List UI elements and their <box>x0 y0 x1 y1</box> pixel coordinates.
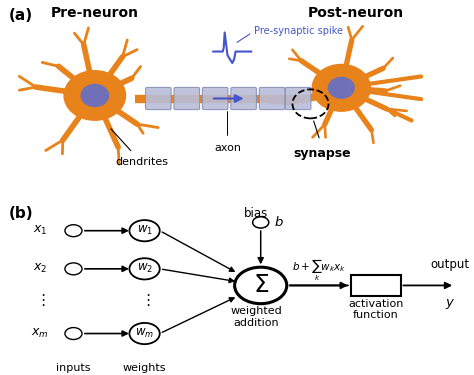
Text: $x_2$: $x_2$ <box>33 262 47 275</box>
Text: $w_2$: $w_2$ <box>137 262 153 275</box>
FancyBboxPatch shape <box>202 87 228 109</box>
Text: $y$: $y$ <box>445 297 456 311</box>
Text: (a): (a) <box>9 8 33 22</box>
FancyBboxPatch shape <box>146 87 171 109</box>
FancyBboxPatch shape <box>174 87 200 109</box>
Text: weighted
addition: weighted addition <box>230 306 282 328</box>
Text: $\Sigma$: $\Sigma$ <box>253 273 269 297</box>
Text: $w_m$: $w_m$ <box>135 327 154 340</box>
Circle shape <box>81 84 109 106</box>
Text: synapse: synapse <box>293 147 351 160</box>
Text: Post-neuron: Post-neuron <box>308 6 403 20</box>
Text: $\vdots$: $\vdots$ <box>35 292 46 308</box>
Text: dendrites: dendrites <box>116 156 169 166</box>
Text: $b+\sum_k w_k x_k$: $b+\sum_k w_k x_k$ <box>292 258 346 283</box>
Text: weights: weights <box>123 363 166 374</box>
Text: $x_m$: $x_m$ <box>31 327 49 340</box>
Circle shape <box>312 64 370 111</box>
Text: inputs: inputs <box>56 363 91 374</box>
Text: $w_1$: $w_1$ <box>137 224 153 237</box>
Text: $b$: $b$ <box>274 215 284 229</box>
Text: axon: axon <box>214 143 241 153</box>
FancyBboxPatch shape <box>259 87 285 109</box>
Text: output: output <box>431 258 470 270</box>
Text: $\vdots$: $\vdots$ <box>140 292 151 308</box>
Text: Pre-neuron: Pre-neuron <box>51 6 139 20</box>
Text: $x_1$: $x_1$ <box>33 224 47 237</box>
Text: (b): (b) <box>9 206 33 221</box>
FancyBboxPatch shape <box>231 87 256 109</box>
Text: $\varphi(\cdot)$: $\varphi(\cdot)$ <box>364 277 387 294</box>
Bar <box>351 274 401 296</box>
Text: activation
function: activation function <box>348 299 403 321</box>
Circle shape <box>64 71 126 120</box>
FancyBboxPatch shape <box>285 87 311 109</box>
Text: bias: bias <box>244 207 268 220</box>
Circle shape <box>328 77 354 98</box>
Text: Pre-synaptic spike: Pre-synaptic spike <box>254 26 343 36</box>
